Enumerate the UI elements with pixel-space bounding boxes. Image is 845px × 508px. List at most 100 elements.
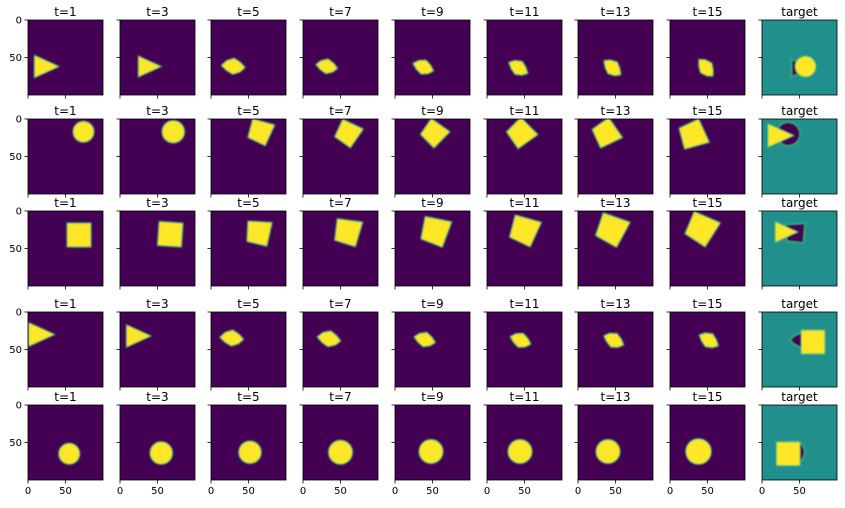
panel-r1-c9: target [758,5,838,99]
panel-image [420,215,453,248]
shape-mark [509,332,532,348]
x-tick-label: 0 [484,486,490,497]
panel-background [395,20,470,95]
shape-mark [507,438,533,465]
panel-title: t=7 [329,390,351,404]
panel-image [72,120,95,143]
panel-r4-c1: t=1 0 50 [9,297,104,391]
panel-r3-c6: t=11 [483,196,563,290]
panel-title: t=1 [54,196,76,210]
panel-r5-c9: target 0 50 [758,390,838,497]
panel-r4-c8: t=15 [666,297,746,391]
panel-title: t=1 [54,5,76,19]
panel-r3-c3: t=5 [207,196,287,290]
panel-title: t=13 [600,196,630,210]
shape-mark [58,442,81,465]
panel-background [120,211,195,286]
y-tick-label: 0 [16,401,22,412]
x-tick-label: 50 [426,486,439,497]
panel-title: t=3 [146,104,168,118]
panel-background [211,312,286,387]
panel-title: t=5 [237,390,259,404]
x-tick-label: 50 [334,486,347,497]
panel-r5-c1: t=1 0 50 0 50 [9,390,104,497]
panel-r5-c3: t=5 0 50 [207,390,287,497]
shape-mark [66,222,92,248]
panel-r3-c4: t=7 [299,196,379,290]
panel-image [137,55,162,78]
panel-background [487,312,562,387]
panel-r1-c3: t=5 [207,5,287,99]
panel-r2-c6: t=11 [483,104,563,198]
y-tick-label: 0 [16,16,22,27]
panel-title: t=15 [692,5,722,19]
panel-background [28,211,103,286]
shape-mark [684,211,722,248]
x-tick-label: 50 [701,486,714,497]
panel-title: t=3 [146,390,168,404]
shape-mark [238,440,262,465]
panel-image [591,119,624,149]
x-tick-label: 50 [242,486,255,497]
panel-title: t=7 [329,104,351,118]
panel-title: t=1 [54,104,76,118]
panel-background [120,20,195,95]
shape-mark [508,214,543,248]
panel-r5-c4: t=7 0 50 [299,390,379,497]
panel-title: t=13 [600,390,630,404]
shape-mark [678,119,710,150]
panel-image [698,332,719,349]
panel-background [487,20,562,95]
shape-mark [219,329,245,347]
shape-mark [508,59,529,76]
panel-title: target [781,104,818,118]
shape-mark [595,438,621,465]
shape-mark [33,54,60,79]
panel-title: t=15 [692,196,722,210]
shape-mark [316,330,342,348]
panel-image [327,439,354,465]
panel-background [303,20,378,95]
shape-mark [420,215,453,248]
panel-r1-c2: t=3 [116,5,196,99]
panel-r1-c4: t=7 [299,5,379,99]
panel-r1-c7: t=13 [574,5,654,99]
panel-image [238,440,262,465]
x-tick-label: 0 [759,486,765,497]
panel-title: t=5 [237,297,259,311]
shape-mark [247,119,276,147]
panel-title: t=5 [237,5,259,19]
panel-background [762,211,837,286]
panel-r4-c6: t=11 [483,297,563,391]
y-tick-label: 50 [9,244,22,255]
panel-image [507,438,533,465]
panel-title: t=9 [421,196,443,210]
panel-r5-c7: t=13 0 50 [574,390,654,497]
panel-title: t=15 [692,390,722,404]
panel-title: t=15 [692,297,722,311]
panel-image [789,329,826,355]
shape-mark [698,332,719,349]
panel-image [58,442,81,465]
panel-r3-c9: target [758,196,838,290]
panel-image [509,332,532,348]
shape-mark [149,441,174,465]
y-tick-label: 50 [9,53,22,64]
panel-title: t=11 [509,5,539,19]
x-tick-label: 0 [575,486,581,497]
panel-r5-c2: t=3 0 50 [116,390,196,497]
panel-title: t=1 [54,390,76,404]
panel-image [508,59,529,76]
x-tick-label: 50 [609,486,622,497]
panel-title: t=7 [329,297,351,311]
x-tick-label: 0 [25,486,31,497]
panel-image [412,59,435,75]
panel-background [28,312,103,387]
panel-image [33,54,60,79]
shape-mark [156,220,184,248]
panel-background [670,312,745,387]
panel-title: t=1 [54,297,76,311]
panel-r4-c9: target [758,297,838,391]
panel-r1-c8: t=15 [666,5,746,99]
panel-title: t=11 [509,104,539,118]
